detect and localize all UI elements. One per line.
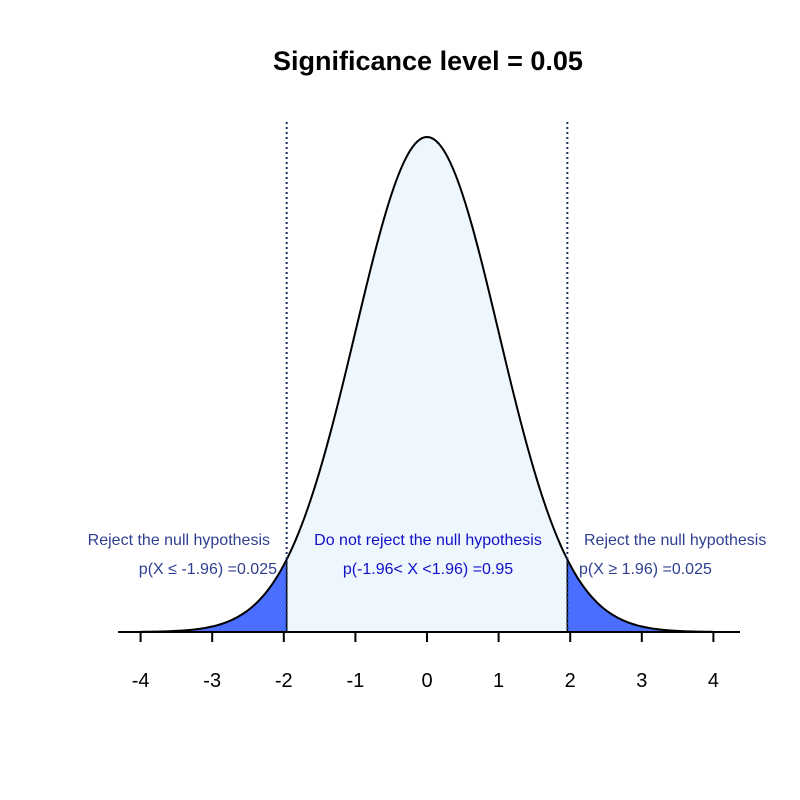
x-tick-label: -1 (347, 670, 365, 692)
region-probability-2: p(X ≥ 1.96) =0.025 (579, 561, 712, 578)
region-fill-2 (567, 559, 714, 632)
critical-value-lines (285, 122, 569, 632)
region-label-0: Reject the null hypothesis (88, 532, 270, 549)
region-fill-1 (286, 137, 568, 632)
density-curve (140, 135, 714, 633)
region-annotations: Reject the null hypothesis p(X ≤ -1.96) =… (88, 532, 767, 578)
x-tick-label: 3 (636, 670, 647, 692)
region-label-2: Reject the null hypothesis (584, 532, 766, 549)
x-tick-label: -4 (132, 670, 150, 692)
region-label-1: Do not reject the null hypothesis (314, 532, 542, 549)
region-fill-0 (140, 559, 287, 632)
x-axis-ticks: -4 -3 -2 -1 0 1 2 3 4 (132, 632, 719, 692)
x-tick-label: -2 (275, 670, 293, 692)
probability-regions (140, 137, 714, 632)
x-tick-label: 4 (708, 670, 719, 692)
x-tick-label: -3 (203, 670, 221, 692)
chart-title: Significance level = 0.05 (273, 46, 583, 76)
x-tick-label: 2 (565, 670, 576, 692)
region-probability-0: p(X ≤ -1.96) =0.025 (139, 561, 277, 578)
x-tick-label: 1 (493, 670, 504, 692)
x-tick-label: 0 (421, 670, 432, 692)
region-probability-1: p(-1.96< X <1.96) =0.95 (343, 561, 513, 578)
